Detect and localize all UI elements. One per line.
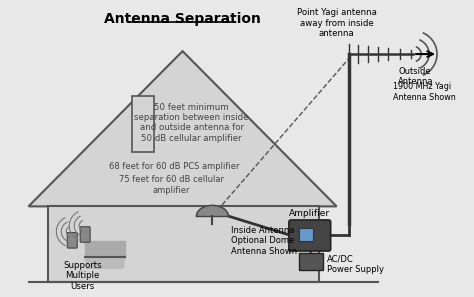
Polygon shape	[85, 257, 125, 268]
Text: 1900 MHz Yagi
Antenna Shown: 1900 MHz Yagi Antenna Shown	[393, 82, 456, 102]
Bar	[299, 228, 313, 241]
FancyBboxPatch shape	[67, 233, 77, 248]
Text: Supports
Multiple
Users: Supports Multiple Users	[63, 261, 101, 290]
Polygon shape	[85, 241, 125, 257]
Text: 50 feet minimum
separation between inside
and outside antenna for
50 dB cellular: 50 feet minimum separation between insid…	[134, 102, 249, 143]
Text: Outside
Antenna: Outside Antenna	[398, 67, 434, 86]
Text: 75 feet for 60 dB cellular
amplifier: 75 feet for 60 dB cellular amplifier	[119, 175, 224, 195]
Text: 68 feet for 60 dB PCS amplifier: 68 feet for 60 dB PCS amplifier	[109, 162, 240, 171]
Text: Amplifier: Amplifier	[289, 209, 330, 218]
Text: AC/DC
Power Supply: AC/DC Power Supply	[327, 255, 383, 274]
Text: Inside Antenna
Optional Dome
Antenna Shown: Inside Antenna Optional Dome Antenna Sho…	[231, 226, 297, 256]
FancyBboxPatch shape	[80, 227, 90, 242]
Bar	[299, 253, 323, 270]
Bar	[132, 96, 154, 152]
Polygon shape	[28, 51, 337, 206]
Text: Point Yagi antenna
away from inside
antenna: Point Yagi antenna away from inside ante…	[297, 8, 376, 38]
Text: Antenna Separation: Antenna Separation	[104, 12, 261, 26]
FancyBboxPatch shape	[289, 220, 331, 251]
Bar	[48, 206, 319, 282]
Polygon shape	[197, 206, 228, 216]
